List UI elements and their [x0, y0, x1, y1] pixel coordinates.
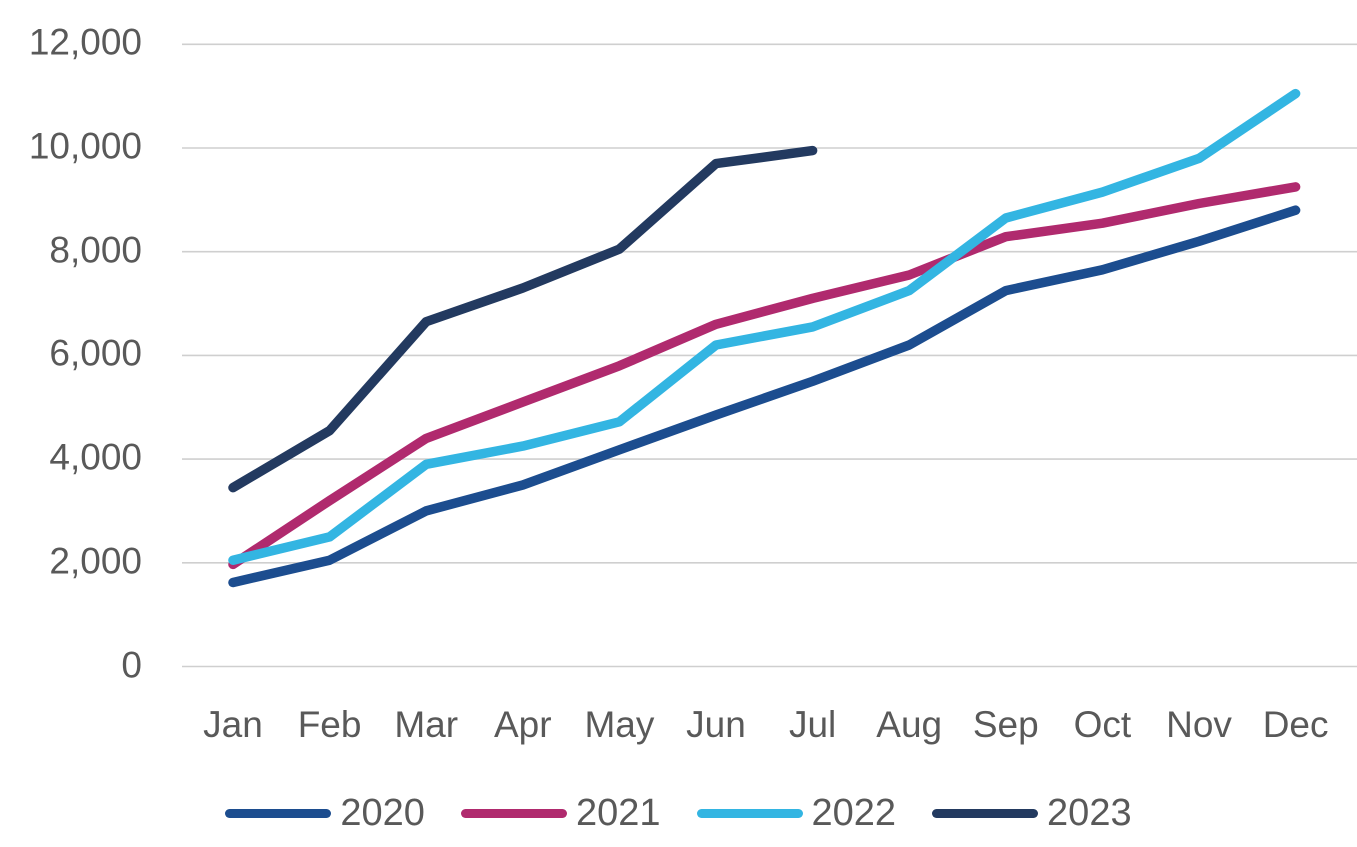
gridlines	[182, 43, 1357, 668]
x-axis-month-label: Apr	[494, 704, 552, 745]
x-axis-month-label: Jan	[203, 704, 263, 745]
x-axis-month-label: Mar	[394, 704, 459, 745]
y-axis-tick-label: 6,000	[49, 332, 142, 374]
x-axis-month-label: Feb	[297, 704, 362, 745]
y-axis-tick-label: 2,000	[49, 540, 142, 582]
series-lines	[228, 88, 1301, 588]
x-axis-month-label: Dec	[1262, 704, 1329, 745]
legend-item-2022: 2022	[696, 792, 897, 835]
series-line-2022	[228, 88, 1301, 565]
series-line-2023	[228, 145, 818, 493]
legend-swatch-icon	[460, 809, 567, 818]
x-axis-month-label: May	[584, 704, 655, 745]
legend-label: 2021	[575, 792, 661, 834]
series-line-2020	[228, 205, 1301, 588]
legend-item-2021: 2021	[460, 792, 661, 835]
legend-item-2023: 2023	[932, 792, 1132, 835]
legend-item-2020: 2020	[225, 792, 425, 835]
chart-legend: 2020 2021 2022 2023	[0, 792, 1357, 835]
legend-swatch-icon	[932, 809, 1039, 818]
y-axis-tick-label: 0	[121, 643, 142, 685]
legend-swatch-icon	[696, 809, 803, 818]
legend-label: 2023	[1047, 792, 1132, 834]
legend-label: 2022	[811, 792, 897, 834]
y-axis-tick-label: 8,000	[49, 229, 142, 271]
y-axis-tick-label: 12,000	[28, 21, 142, 63]
y-axis-tick-label: 10,000	[28, 125, 142, 167]
x-axis-month-label: Nov	[1166, 704, 1232, 745]
legend-label: 2020	[340, 792, 425, 834]
legend-swatch-icon	[225, 809, 332, 818]
x-axis-month-label: Jun	[686, 704, 746, 745]
y-axis-tick-label: 4,000	[49, 436, 142, 478]
x-axis-month-label: Aug	[876, 704, 943, 745]
x-axis-month-label: Oct	[1073, 704, 1132, 745]
x-axis-month-label: Sep	[972, 704, 1039, 745]
x-axis-month-label: Jul	[788, 704, 837, 745]
series-line-2021	[228, 182, 1301, 570]
